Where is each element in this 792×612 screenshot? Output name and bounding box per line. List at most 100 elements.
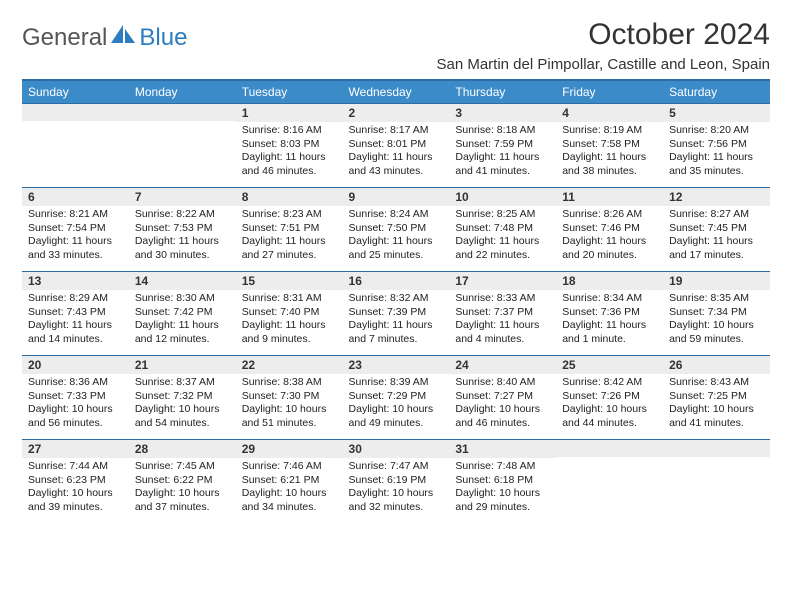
sunset-line: Sunset: 7:30 PM	[242, 390, 337, 404]
sunset-line: Sunset: 7:32 PM	[135, 390, 230, 404]
day-number: 29	[236, 439, 343, 458]
sunrise-line: Sunrise: 8:34 AM	[562, 292, 657, 306]
sunset-line: Sunset: 7:36 PM	[562, 306, 657, 320]
weekday-header: Thursday	[449, 80, 556, 103]
day-number: 15	[236, 271, 343, 290]
calendar-day-cell: 10Sunrise: 8:25 AMSunset: 7:48 PMDayligh…	[449, 187, 556, 271]
sunrise-line: Sunrise: 8:22 AM	[135, 208, 230, 222]
calendar-day-cell	[663, 439, 770, 523]
day-number: 25	[556, 355, 663, 374]
calendar-day-cell: 12Sunrise: 8:27 AMSunset: 7:45 PMDayligh…	[663, 187, 770, 271]
day-number: 31	[449, 439, 556, 458]
day-number: 5	[663, 103, 770, 122]
sunrise-line: Sunrise: 8:37 AM	[135, 376, 230, 390]
sunrise-line: Sunrise: 7:47 AM	[349, 460, 444, 474]
sunset-line: Sunset: 7:43 PM	[28, 306, 123, 320]
day-body: Sunrise: 8:36 AMSunset: 7:33 PMDaylight:…	[22, 374, 129, 435]
daylight-line: Daylight: 11 hours and 17 minutes.	[669, 235, 764, 262]
day-body: Sunrise: 8:30 AMSunset: 7:42 PMDaylight:…	[129, 290, 236, 351]
calendar-day-cell: 31Sunrise: 7:48 AMSunset: 6:18 PMDayligh…	[449, 439, 556, 523]
daylight-line: Daylight: 11 hours and 20 minutes.	[562, 235, 657, 262]
sunset-line: Sunset: 7:42 PM	[135, 306, 230, 320]
day-body: Sunrise: 8:29 AMSunset: 7:43 PMDaylight:…	[22, 290, 129, 351]
sunrise-line: Sunrise: 7:46 AM	[242, 460, 337, 474]
daylight-line: Daylight: 11 hours and 7 minutes.	[349, 319, 444, 346]
sunset-line: Sunset: 7:39 PM	[349, 306, 444, 320]
sunset-line: Sunset: 6:21 PM	[242, 474, 337, 488]
day-body: Sunrise: 8:38 AMSunset: 7:30 PMDaylight:…	[236, 374, 343, 435]
calendar-day-cell: 9Sunrise: 8:24 AMSunset: 7:50 PMDaylight…	[343, 187, 450, 271]
sunset-line: Sunset: 8:03 PM	[242, 138, 337, 152]
sunset-line: Sunset: 7:45 PM	[669, 222, 764, 236]
sunrise-line: Sunrise: 8:39 AM	[349, 376, 444, 390]
calendar-header-row: SundayMondayTuesdayWednesdayThursdayFrid…	[22, 80, 770, 103]
sunrise-line: Sunrise: 8:42 AM	[562, 376, 657, 390]
day-number: 3	[449, 103, 556, 122]
calendar-day-cell: 29Sunrise: 7:46 AMSunset: 6:21 PMDayligh…	[236, 439, 343, 523]
weekday-header: Sunday	[22, 80, 129, 103]
daylight-line: Daylight: 10 hours and 44 minutes.	[562, 403, 657, 430]
daylight-line: Daylight: 10 hours and 46 minutes.	[455, 403, 550, 430]
day-body: Sunrise: 8:23 AMSunset: 7:51 PMDaylight:…	[236, 206, 343, 267]
sunrise-line: Sunrise: 8:21 AM	[28, 208, 123, 222]
calendar-week-row: 6Sunrise: 8:21 AMSunset: 7:54 PMDaylight…	[22, 187, 770, 271]
calendar-day-cell: 25Sunrise: 8:42 AMSunset: 7:26 PMDayligh…	[556, 355, 663, 439]
calendar-day-cell	[22, 103, 129, 187]
calendar-day-cell: 15Sunrise: 8:31 AMSunset: 7:40 PMDayligh…	[236, 271, 343, 355]
sunrise-line: Sunrise: 8:40 AM	[455, 376, 550, 390]
daylight-line: Daylight: 11 hours and 30 minutes.	[135, 235, 230, 262]
calendar-week-row: 20Sunrise: 8:36 AMSunset: 7:33 PMDayligh…	[22, 355, 770, 439]
day-number: 28	[129, 439, 236, 458]
day-number: 24	[449, 355, 556, 374]
daylight-line: Daylight: 10 hours and 51 minutes.	[242, 403, 337, 430]
day-number: 22	[236, 355, 343, 374]
sunrise-line: Sunrise: 8:29 AM	[28, 292, 123, 306]
calendar-body: 1Sunrise: 8:16 AMSunset: 8:03 PMDaylight…	[22, 103, 770, 523]
day-body: Sunrise: 8:22 AMSunset: 7:53 PMDaylight:…	[129, 206, 236, 267]
sunset-line: Sunset: 6:22 PM	[135, 474, 230, 488]
sunrise-line: Sunrise: 8:20 AM	[669, 124, 764, 138]
daylight-line: Daylight: 10 hours and 37 minutes.	[135, 487, 230, 514]
daylight-line: Daylight: 11 hours and 22 minutes.	[455, 235, 550, 262]
day-number: 20	[22, 355, 129, 374]
calendar-day-cell: 5Sunrise: 8:20 AMSunset: 7:56 PMDaylight…	[663, 103, 770, 187]
daylight-line: Daylight: 11 hours and 27 minutes.	[242, 235, 337, 262]
day-body: Sunrise: 8:26 AMSunset: 7:46 PMDaylight:…	[556, 206, 663, 267]
weekday-header: Wednesday	[343, 80, 450, 103]
daylight-line: Daylight: 10 hours and 41 minutes.	[669, 403, 764, 430]
day-body: Sunrise: 8:21 AMSunset: 7:54 PMDaylight:…	[22, 206, 129, 267]
calendar-day-cell: 17Sunrise: 8:33 AMSunset: 7:37 PMDayligh…	[449, 271, 556, 355]
sunrise-line: Sunrise: 8:24 AM	[349, 208, 444, 222]
sunrise-line: Sunrise: 8:30 AM	[135, 292, 230, 306]
sunset-line: Sunset: 7:58 PM	[562, 138, 657, 152]
day-body: Sunrise: 8:37 AMSunset: 7:32 PMDaylight:…	[129, 374, 236, 435]
day-number: 21	[129, 355, 236, 374]
daylight-line: Daylight: 10 hours and 56 minutes.	[28, 403, 123, 430]
sunrise-line: Sunrise: 8:23 AM	[242, 208, 337, 222]
day-number: 6	[22, 187, 129, 206]
daylight-line: Daylight: 10 hours and 32 minutes.	[349, 487, 444, 514]
sunset-line: Sunset: 7:54 PM	[28, 222, 123, 236]
sunset-line: Sunset: 7:27 PM	[455, 390, 550, 404]
day-body: Sunrise: 8:33 AMSunset: 7:37 PMDaylight:…	[449, 290, 556, 351]
sunset-line: Sunset: 8:01 PM	[349, 138, 444, 152]
daylight-line: Daylight: 11 hours and 1 minute.	[562, 319, 657, 346]
empty-day	[22, 103, 129, 121]
sunrise-line: Sunrise: 7:44 AM	[28, 460, 123, 474]
calendar-week-row: 27Sunrise: 7:44 AMSunset: 6:23 PMDayligh…	[22, 439, 770, 523]
day-body: Sunrise: 8:35 AMSunset: 7:34 PMDaylight:…	[663, 290, 770, 351]
sunrise-line: Sunrise: 7:48 AM	[455, 460, 550, 474]
sunrise-line: Sunrise: 8:31 AM	[242, 292, 337, 306]
daylight-line: Daylight: 11 hours and 43 minutes.	[349, 151, 444, 178]
calendar-day-cell: 23Sunrise: 8:39 AMSunset: 7:29 PMDayligh…	[343, 355, 450, 439]
sunset-line: Sunset: 7:56 PM	[669, 138, 764, 152]
day-number: 7	[129, 187, 236, 206]
day-number: 18	[556, 271, 663, 290]
day-number: 23	[343, 355, 450, 374]
sunrise-line: Sunrise: 8:33 AM	[455, 292, 550, 306]
day-number: 12	[663, 187, 770, 206]
calendar-day-cell: 19Sunrise: 8:35 AMSunset: 7:34 PMDayligh…	[663, 271, 770, 355]
empty-day	[556, 439, 663, 457]
calendar-day-cell: 4Sunrise: 8:19 AMSunset: 7:58 PMDaylight…	[556, 103, 663, 187]
calendar-day-cell: 21Sunrise: 8:37 AMSunset: 7:32 PMDayligh…	[129, 355, 236, 439]
